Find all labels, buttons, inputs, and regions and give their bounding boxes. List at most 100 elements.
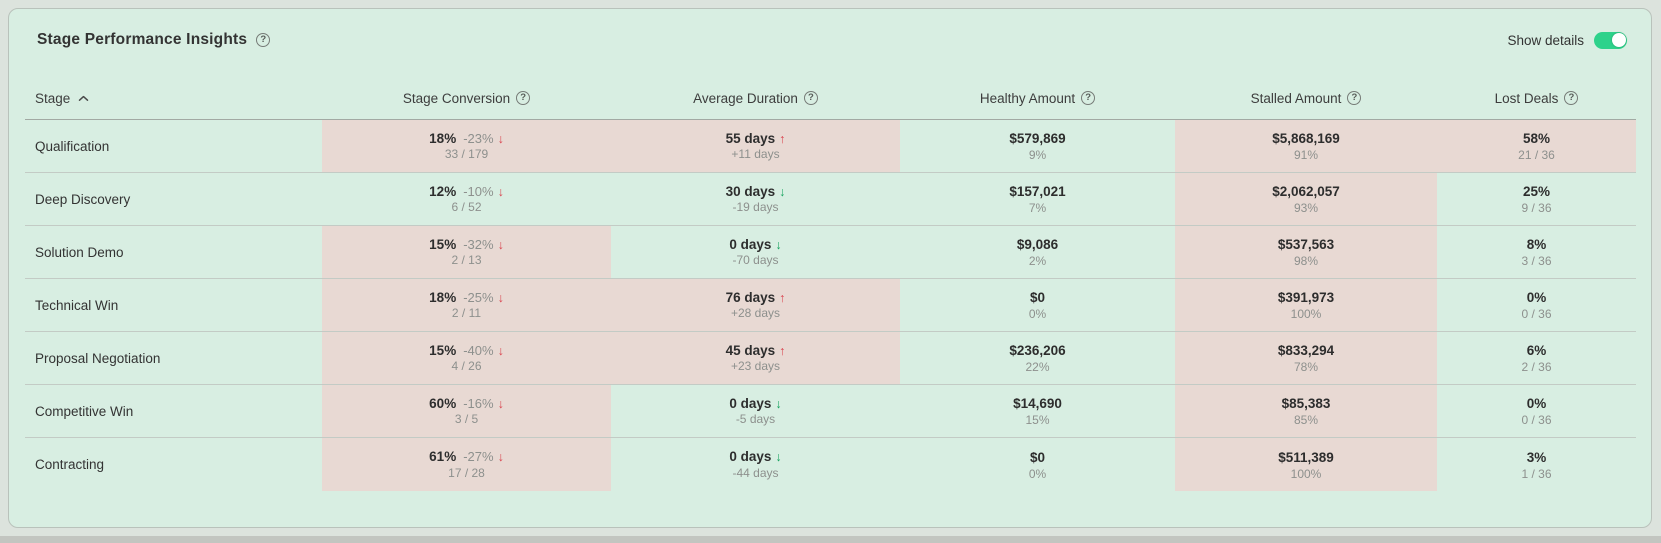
duration-value: 30 days [725,183,776,199]
cell-stalled-amount: $537,563 98% [1175,226,1437,278]
cell-lost-deals: 0% 0 / 36 [1437,385,1636,437]
healthy-value: $9,086 [1016,237,1059,252]
help-icon[interactable]: ? [1081,91,1096,105]
cell-lost-deals: 3% 1 / 36 [1437,438,1636,491]
stalled-sub: 100% [1290,307,1322,321]
healthy-sub: 0% [1028,466,1047,481]
title-wrap: Stage Performance Insights ? [37,31,271,49]
duration-delta: -5 days [735,412,776,427]
duration-value: 55 days [725,130,776,146]
conversion-value: 18% [429,289,457,305]
healthy-value: $0 [1029,449,1046,465]
column-header-duration[interactable]: Average Duration? [611,91,900,106]
duration-line: 0 days ↓ [729,450,781,464]
duration-value: 0 days [729,449,772,465]
healthy-value: $579,869 [1009,131,1066,146]
show-details-control: Show details [1507,31,1627,49]
stalled-value: $511,389 [1278,449,1334,465]
lost-value: 6% [1526,343,1547,358]
duration-line: 30 days ↓ [726,185,786,199]
conversion-delta: -25% [463,289,494,305]
healthy-value: $0 [1029,290,1046,305]
column-header-label: Healthy Amount [979,90,1076,106]
conversion-delta: -23% [463,130,494,146]
lost-sub: 0 / 36 [1521,307,1552,321]
trend-arrow-icon: ↓ [497,290,504,305]
trend-arrow-icon: ↓ [775,396,782,411]
stage-name: Solution Demo [35,244,124,260]
lost-sub: 3 / 36 [1521,254,1552,268]
lost-sub: 0 / 36 [1521,413,1552,427]
stalled-value: $2,062,057 [1272,184,1340,199]
cell-stalled-amount: $85,383 85% [1175,385,1437,437]
column-header-label: Stalled Amount [1250,90,1342,106]
table-row: Deep Discovery 12% -10% ↓ 6 / 52 30 days ↓ -19 … [25,173,1636,226]
conversion-line: 15% -32% ↓ [429,238,504,252]
conversion-line: 15% -40% ↓ [429,344,504,358]
table-row: Technical Win 18% -25% ↓ 2 / 11 76 days ↑ +28 d… [25,279,1636,332]
help-icon[interactable]: ? [803,91,818,105]
show-details-toggle[interactable] [1594,31,1627,49]
show-details-label: Show details [1507,32,1584,48]
healthy-sub: 15% [1025,413,1050,427]
cell-average-duration: 55 days ↑ +11 days [611,120,900,172]
toggle-knob [1611,33,1626,47]
duration-value: 45 days [725,342,776,358]
help-icon[interactable]: ? [256,33,271,47]
trend-arrow-icon: ↑ [779,290,786,305]
cell-stage: Contracting [25,438,322,491]
table-row: Solution Demo 15% -32% ↓ 2 / 13 0 days ↓ -70 da… [25,226,1636,279]
cell-stage-conversion: 61% -27% ↓ 17 / 28 [322,438,611,491]
duration-delta: -44 days [732,465,779,480]
column-header-lost[interactable]: Lost Deals? [1437,91,1636,106]
stage-name: Competitive Win [35,403,134,419]
cell-stage: Proposal Negotiation [25,332,322,384]
lost-sub: 1 / 36 [1521,466,1552,481]
conversion-value: 61% [429,449,457,465]
cell-stalled-amount: $391,973 100% [1175,279,1437,331]
cell-average-duration: 45 days ↑ +23 days [611,332,900,384]
help-icon[interactable]: ? [516,91,531,105]
duration-line: 45 days ↑ [726,344,786,358]
cell-stage-conversion: 18% -23% ↓ 33 / 179 [322,120,611,172]
duration-line: 0 days ↓ [729,238,781,252]
duration-value: 0 days [729,395,772,411]
duration-delta: +28 days [730,306,781,321]
column-header-label: Average Duration [693,90,798,106]
duration-delta: -19 days [732,200,779,215]
stage-name: Deep Discovery [35,191,131,207]
help-icon[interactable]: ? [1347,91,1362,105]
conversion-ratio: 4 / 26 [451,359,482,374]
cell-stage-conversion: 18% -25% ↓ 2 / 11 [322,279,611,331]
conversion-delta: -16% [463,395,494,411]
help-icon[interactable]: ? [1564,91,1579,105]
stage-name: Contracting [35,457,105,472]
cell-average-duration: 30 days ↓ -19 days [611,173,900,225]
conversion-value: 12% [429,183,457,199]
cell-healthy-amount: $236,206 22% [900,332,1175,384]
trend-arrow-icon: ↓ [497,237,504,252]
stage-performance-card: Stage Performance Insights ? Show detail… [8,8,1652,528]
cell-healthy-amount: $9,086 2% [900,226,1175,278]
trend-arrow-icon: ↓ [775,237,782,252]
column-header-stalled[interactable]: Stalled Amount? [1175,91,1437,106]
lost-value: 25% [1522,184,1551,199]
trend-arrow-icon: ↓ [775,450,782,465]
cell-stalled-amount: $511,389 100% [1175,438,1437,491]
stalled-sub: 85% [1293,413,1319,427]
column-header-conversion[interactable]: Stage Conversion? [322,91,611,106]
cell-stalled-amount: $5,868,169 91% [1175,120,1437,172]
conversion-line: 61% -27% ↓ [429,450,504,464]
duration-line: 0 days ↓ [729,397,781,411]
column-header-healthy[interactable]: Healthy Amount? [900,91,1175,106]
column-header-stage[interactable]: Stage [25,91,322,106]
stalled-sub: 78% [1293,360,1319,374]
cell-lost-deals: 25% 9 / 36 [1437,173,1636,225]
stage-name: Qualification [35,138,110,154]
duration-delta: +11 days [731,147,780,162]
column-header-label: Stage Conversion [402,90,511,106]
healthy-value: $14,690 [1013,396,1062,411]
cell-stage: Qualification [25,120,322,172]
duration-line: 55 days ↑ [726,132,786,146]
